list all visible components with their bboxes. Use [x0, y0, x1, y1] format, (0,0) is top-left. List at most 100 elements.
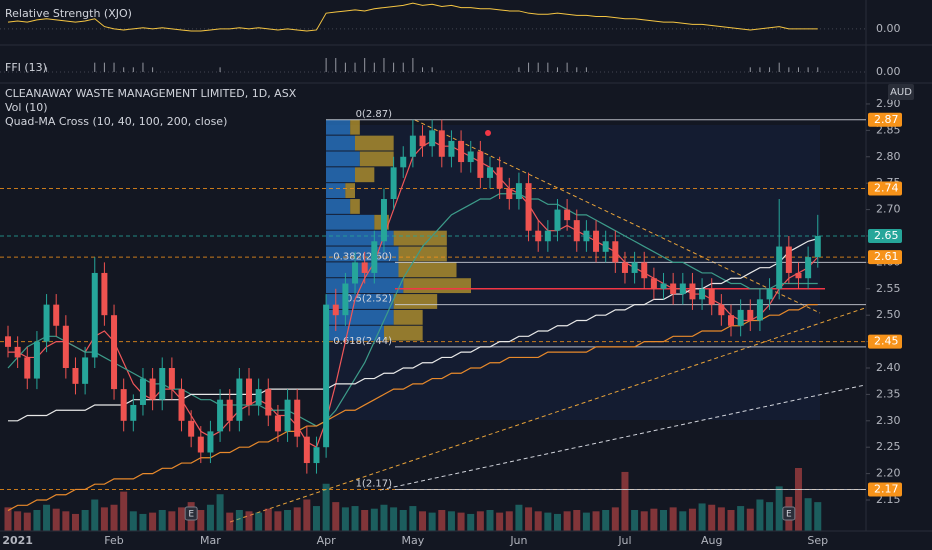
volume-bar	[322, 483, 330, 531]
price-badge	[868, 250, 902, 265]
candle-body	[525, 183, 532, 231]
price-badge	[868, 112, 902, 127]
ffi-bar	[759, 67, 761, 72]
candle-body	[660, 283, 667, 289]
profile-down	[393, 309, 423, 325]
profile-down	[403, 278, 471, 294]
ffi-bar	[528, 62, 530, 72]
volume-bar	[525, 507, 533, 531]
volume-bar	[631, 510, 639, 531]
ffi-bar	[152, 67, 154, 72]
ffi-bar	[537, 62, 539, 72]
volume-bar	[284, 510, 292, 531]
ffi-bar	[142, 62, 144, 72]
ffi-bar	[566, 62, 568, 72]
candle-body	[631, 262, 638, 273]
candle-body	[564, 209, 571, 221]
candle-body	[535, 230, 542, 242]
candle-body	[583, 230, 590, 242]
ffi-bar	[788, 67, 790, 72]
ffi-bar	[94, 62, 96, 72]
candle-body	[612, 241, 619, 263]
volume-bar	[216, 494, 224, 531]
ffi-bar	[113, 62, 115, 72]
candle-body	[670, 283, 677, 295]
volume-bar	[775, 486, 783, 531]
volume-bar	[476, 511, 484, 531]
candle-body	[390, 167, 397, 200]
candle-body	[699, 288, 706, 300]
chart-title: CLEANAWAY WASTE MANAGEMENT LIMITED, 1D, …	[5, 87, 297, 100]
volume-bar	[505, 511, 513, 531]
ffi-bar	[576, 67, 578, 72]
indicator-label: Quad-MA Cross (10, 40, 100, 200, close)	[5, 115, 227, 128]
candle-body	[689, 283, 696, 300]
profile-down	[350, 119, 360, 135]
candle-body	[573, 220, 580, 242]
y-tick-label: 2.35	[876, 387, 901, 400]
volume-bar	[303, 499, 311, 531]
volume-bar	[206, 504, 214, 531]
volume-bar	[178, 507, 186, 531]
ffi-bar	[422, 67, 424, 72]
profile-down	[384, 325, 423, 341]
volume-bar	[110, 504, 118, 531]
profile-up	[326, 246, 399, 262]
y-tick-label: 2.80	[876, 150, 901, 163]
volume-bar	[274, 511, 282, 531]
candle-body	[679, 283, 686, 295]
volume-bar	[496, 512, 504, 531]
profile-up	[326, 214, 375, 230]
profile-down	[398, 262, 457, 278]
y-tick-label: 2.30	[876, 414, 901, 427]
candle-body	[188, 420, 195, 437]
currency-label[interactable]: AUD	[890, 87, 912, 98]
volume-bar	[235, 510, 243, 531]
y-tick-label: 0.00	[876, 65, 901, 78]
candle-body	[544, 230, 551, 242]
candle-body	[728, 315, 734, 326]
candle-body	[178, 389, 185, 421]
candle-body	[226, 399, 233, 421]
candle-body	[496, 167, 503, 189]
price-badge-label: 2.74	[874, 181, 899, 194]
ffi-bar	[412, 58, 414, 72]
candle-body	[487, 167, 493, 178]
currency-box[interactable]	[888, 84, 914, 100]
volume-bar	[139, 513, 147, 531]
price-badge	[868, 228, 902, 243]
volume-bar	[534, 511, 542, 531]
y-tick-label: 0.00	[876, 22, 901, 35]
profile-up	[326, 151, 360, 167]
volume-bar	[71, 513, 79, 531]
ffi-bar	[797, 67, 799, 72]
volume-bar	[312, 506, 320, 531]
volume-bar	[814, 502, 822, 531]
ffi-bar	[103, 62, 105, 72]
candle-body	[284, 399, 291, 432]
moving-average	[7, 304, 818, 512]
profile-down	[359, 151, 394, 167]
candle-body	[197, 436, 204, 453]
rs-line	[7, 2, 818, 32]
price-badge-label: 2.65	[874, 229, 899, 242]
volume-bar	[264, 508, 272, 531]
profile-down	[393, 294, 438, 309]
volume-bar	[467, 513, 475, 531]
volume-bar	[611, 507, 619, 531]
panel-title: FFI (13)	[5, 61, 47, 74]
profile-up	[326, 167, 355, 183]
candle-body	[130, 404, 137, 421]
volume-bar	[737, 506, 745, 531]
volume-bar	[409, 506, 417, 531]
ffi-bar	[817, 67, 819, 72]
candle-body	[323, 304, 330, 448]
x-tick-label: Jun	[509, 534, 527, 547]
y-tick-label: 2.20	[876, 467, 901, 480]
candle-body	[313, 447, 320, 464]
ffi-bar	[373, 62, 375, 72]
candle-body	[72, 367, 79, 384]
candle-body	[361, 262, 368, 273]
profile-down	[345, 183, 355, 199]
